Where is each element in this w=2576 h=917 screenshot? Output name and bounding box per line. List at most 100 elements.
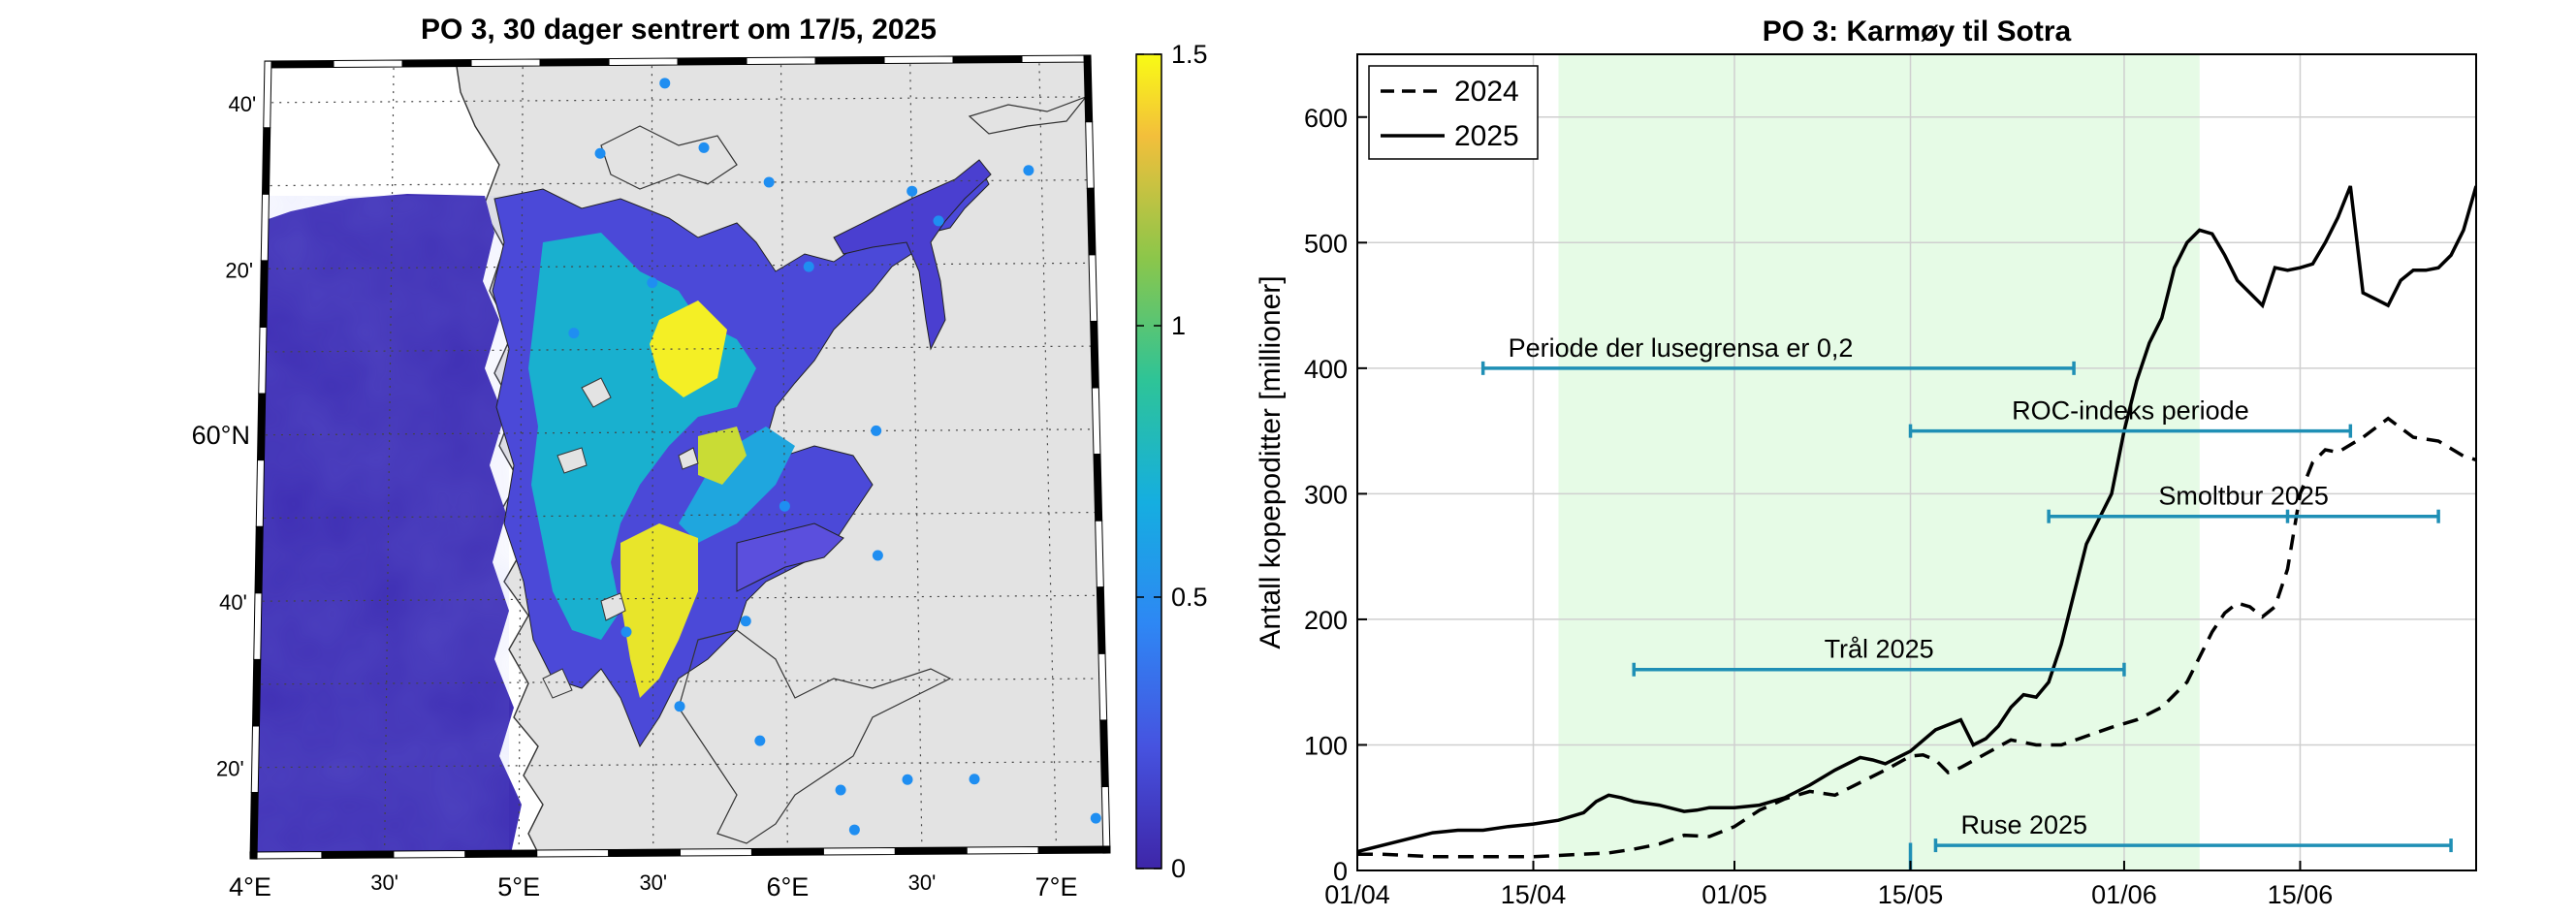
lat-label: 20' [225, 258, 253, 282]
frame-segment [608, 57, 679, 67]
legend: 2024 2025 [1368, 65, 1539, 160]
meridian-line [383, 60, 395, 859]
map-area [250, 55, 1110, 859]
station-point [933, 215, 944, 227]
meridian-line [779, 57, 788, 856]
colorbar-scale [1135, 53, 1162, 870]
frame-segment [1099, 719, 1109, 788]
station-point [835, 784, 846, 796]
frame-segment [1085, 121, 1095, 189]
frame-segment [250, 725, 261, 794]
frame-segment [1093, 453, 1103, 522]
colorbar: 0 0.5 1 1.5 [1135, 40, 1208, 883]
annotation-label: ROC-indeks periode [2012, 396, 2249, 426]
lon-label: 30' [908, 870, 937, 895]
frame-segment [822, 846, 896, 856]
fjord-high-east [698, 427, 747, 485]
frame-segment [750, 847, 824, 857]
frame-segment [966, 845, 1039, 855]
x-tick-label: 15/05 [1878, 880, 1944, 909]
lon-label: 7°E [1035, 872, 1078, 901]
station-point [568, 328, 580, 339]
chart-title: PO 3: Karmøy til Sotra [1763, 16, 2072, 47]
station-point [594, 147, 606, 159]
x-tick-label: 15/04 [1501, 880, 1567, 909]
frame-segment [894, 846, 968, 856]
frame-segment [679, 847, 752, 857]
station-point [620, 626, 632, 638]
station-point [779, 500, 790, 512]
shaded-period [1558, 54, 2200, 870]
frame-segment [249, 850, 323, 860]
fjord-high-north [650, 300, 727, 397]
meridian-line [518, 59, 524, 858]
annotation-bars: Periode der lusegrensa er 0,2 ROC-indeks … [1480, 333, 2453, 870]
frame-segment [1097, 652, 1108, 721]
lon-label: 30' [370, 870, 398, 895]
frame-segment [1100, 785, 1111, 854]
legend-box [1368, 65, 1539, 160]
x-tick-label: 01/04 [1324, 880, 1390, 909]
station-point [647, 277, 658, 289]
parallel-line [251, 761, 1108, 769]
y-tick-label: 200 [1304, 606, 1348, 635]
station-point [1023, 165, 1034, 176]
frame-segment [256, 393, 267, 461]
parallel-line [256, 511, 1102, 520]
fjord-south-arm [736, 522, 844, 592]
y-tick-label: 400 [1304, 355, 1348, 384]
series-2025-line [1357, 185, 2476, 854]
map-panel: PO 3, 30 dager sentrert om 17/5, 2025 [192, 14, 1208, 901]
station-point [763, 176, 775, 188]
frame-segment [263, 60, 272, 129]
frame-segment [1086, 187, 1097, 256]
y-tick-label: 0 [1333, 857, 1348, 886]
legend-label-2024: 2024 [1454, 76, 1519, 108]
frame-segment [333, 59, 403, 69]
station-point [872, 550, 883, 561]
coast-detail [600, 95, 1088, 844]
frame-segment [608, 848, 682, 858]
x-tick-label: 01/05 [1701, 880, 1767, 909]
station-point [871, 425, 882, 436]
lat-label: 40' [229, 92, 257, 116]
meridian-line [1038, 55, 1058, 854]
lon-label: 30' [639, 870, 667, 895]
station-point [902, 774, 913, 785]
lon-label: 4°E [229, 872, 271, 901]
station-points [568, 78, 1101, 836]
frame-segment [251, 658, 262, 727]
annotation-label: Ruse 2025 [1960, 810, 2087, 839]
line-chart: PO 3: Karmøy til Sotra Antall kopepoditt… [1255, 16, 2477, 909]
fjord-high-center [620, 523, 698, 698]
annotation-label: Smoltbur 2025 [2158, 482, 2329, 511]
lat-label: 60°N [192, 421, 250, 450]
frame-segment [536, 848, 610, 858]
frame-segment [746, 56, 816, 66]
frame-segment [264, 59, 334, 69]
lon-label: 5°E [497, 872, 540, 901]
legend-label-2025: 2025 [1454, 120, 1519, 152]
frame-segment [952, 54, 1023, 64]
chart-ticks: 0 100 200 300 400 500 600 01/04 15/04 01/05 15/05 0… [1304, 104, 2333, 909]
frame-segment [1021, 54, 1092, 64]
lon-label: 6°E [766, 872, 809, 901]
x-tick-label: 01/06 [2091, 880, 2157, 909]
frame-segment [814, 55, 885, 65]
y-axis-label: Antall kopepoditter [millioner] [1255, 275, 1287, 648]
station-point [674, 701, 685, 712]
annotation-label: Trål 2025 [1825, 635, 1934, 664]
frame-segment [1091, 387, 1101, 456]
frame-segment [464, 849, 538, 859]
lat-label: 40' [219, 590, 247, 615]
map-title: PO 3, 30 dager sentrert om 17/5, 2025 [421, 14, 937, 46]
islands [542, 377, 699, 699]
sea-texture [250, 196, 509, 859]
frame-segment [401, 58, 472, 68]
frame-segment [1095, 520, 1104, 588]
colorbar-ticks: 0 0.5 1 1.5 [1136, 40, 1208, 883]
fjord-east-arms [833, 159, 992, 351]
station-point [969, 774, 980, 785]
map-axis-labels: 40' 20' 60°N 40' 20' 4°E 30' 5°E 30' 6°E 30' 7°E [192, 92, 1078, 901]
y-tick-label: 600 [1304, 104, 1348, 133]
